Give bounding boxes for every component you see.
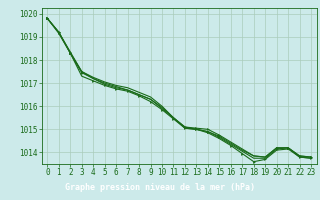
Text: Graphe pression niveau de la mer (hPa): Graphe pression niveau de la mer (hPa) — [65, 182, 255, 192]
